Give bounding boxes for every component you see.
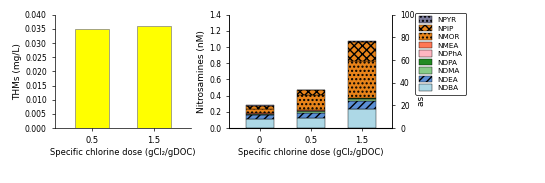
Bar xyxy=(296,113,325,118)
Bar xyxy=(348,99,376,101)
Bar xyxy=(245,109,274,113)
Y-axis label: THMs (mg/L): THMs (mg/L) xyxy=(13,43,22,100)
Bar xyxy=(245,114,274,115)
Bar xyxy=(245,119,274,128)
Bar xyxy=(348,42,376,61)
Y-axis label: as NDMA (ng/L): as NDMA (ng/L) xyxy=(417,36,426,106)
Bar xyxy=(296,111,325,113)
Bar xyxy=(245,115,274,119)
Bar xyxy=(137,26,171,128)
Bar xyxy=(296,95,325,110)
Bar xyxy=(245,105,274,106)
Bar xyxy=(348,98,376,99)
Bar xyxy=(245,106,274,109)
Bar xyxy=(348,109,376,128)
X-axis label: Specific chlorine dose (gCl₂/gDOC): Specific chlorine dose (gCl₂/gDOC) xyxy=(238,147,383,156)
Legend: NPYR, NPIP, NMOR, NMEA, NDPhA, NDPA, NDMA, NDEA, NDBA: NPYR, NPIP, NMOR, NMEA, NDPhA, NDPA, NDM… xyxy=(415,13,466,95)
Bar xyxy=(348,101,376,109)
Bar xyxy=(296,90,325,95)
Bar xyxy=(348,41,376,42)
Bar xyxy=(348,61,376,98)
Bar xyxy=(296,118,325,128)
Bar xyxy=(75,29,108,128)
Y-axis label: Nitrosamines (nM): Nitrosamines (nM) xyxy=(197,30,207,113)
X-axis label: Specific chlorine dose (gCl₂/gDOC): Specific chlorine dose (gCl₂/gDOC) xyxy=(50,147,195,156)
